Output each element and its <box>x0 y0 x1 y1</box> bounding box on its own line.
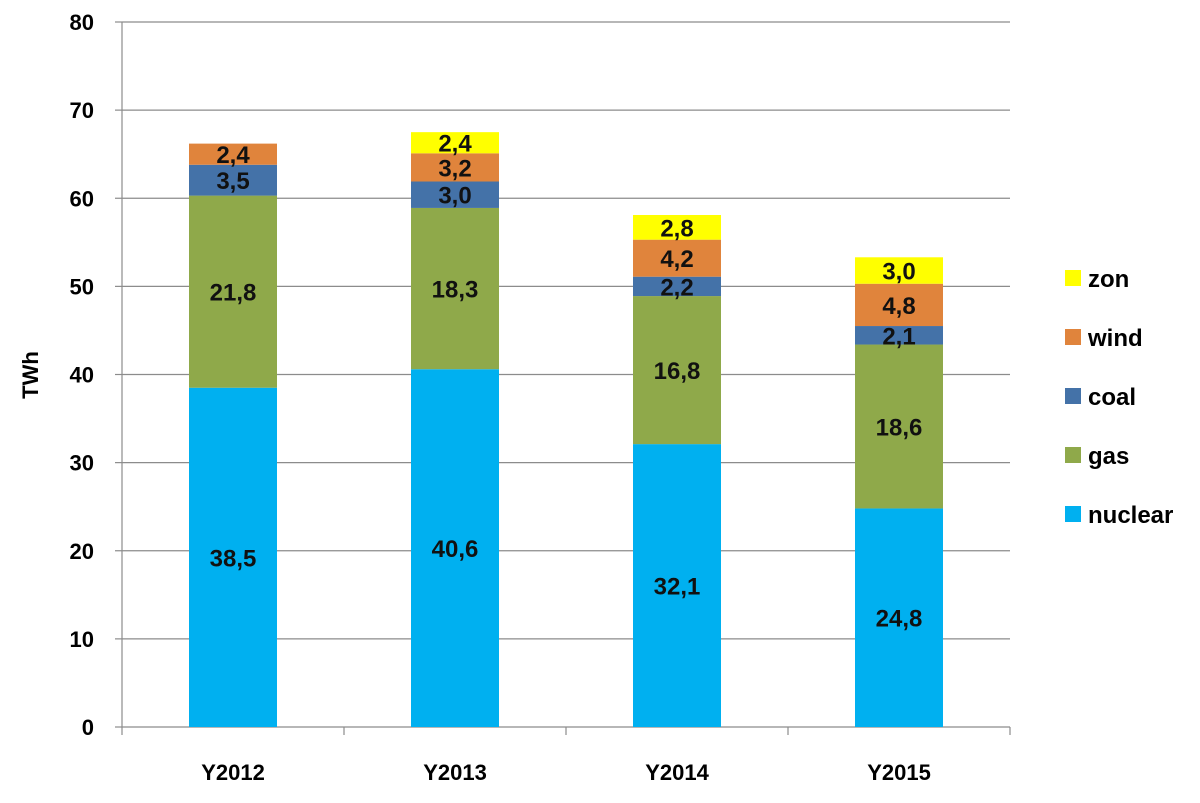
bar-segment-gas <box>633 296 721 445</box>
legend-label-coal: coal <box>1088 384 1136 411</box>
data-label-gas: 16,8 <box>654 358 701 385</box>
legend-swatch-gas <box>1065 447 1081 463</box>
bar-segment-nuclear <box>189 387 277 727</box>
data-label-nuclear: 32,1 <box>654 574 701 601</box>
bar-segment-wind <box>855 283 943 327</box>
bar-segment-wind <box>633 239 721 277</box>
y-tick-label: 40 <box>70 363 94 388</box>
data-label-coal: 3,5 <box>216 168 249 195</box>
axes: 0 10 20 30 40 50 60 70 80 Y2012 Y2013 Y2014 Y2015 <box>70 10 1011 785</box>
data-label-zon: 3,0 <box>882 259 915 286</box>
y-tick-label: 30 <box>70 451 94 476</box>
bar-segment-zon <box>855 257 943 284</box>
data-label-nuclear: 40,6 <box>432 536 479 563</box>
y-axis-title: TWh <box>18 351 43 399</box>
legend-label-zon: zon <box>1088 266 1129 293</box>
legend-swatch-coal <box>1065 388 1081 404</box>
legend-swatch-zon <box>1065 270 1081 286</box>
data-label-zon: 2,4 <box>438 131 472 158</box>
data-label-nuclear: 38,5 <box>210 545 257 572</box>
y-tick-label: 70 <box>70 98 94 123</box>
data-label-gas: 21,8 <box>210 280 257 307</box>
data-label-coal: 2,2 <box>660 274 693 301</box>
x-category-label: Y2014 <box>645 760 709 785</box>
data-label-zon: 2,8 <box>660 215 693 242</box>
data-label-coal: 2,1 <box>882 323 915 350</box>
y-tick-label: 50 <box>70 274 94 299</box>
bar-segment-coal <box>189 164 277 196</box>
data-label-wind: 2,4 <box>216 142 250 169</box>
bar-segment-zon <box>411 132 499 154</box>
legend-label-wind: wind <box>1087 325 1143 352</box>
data-label-wind: 4,2 <box>660 246 693 273</box>
x-category-label: Y2015 <box>867 760 931 785</box>
legend-swatch-nuclear <box>1065 506 1081 522</box>
x-category-label: Y2012 <box>201 760 265 785</box>
data-labels: 38,521,83,52,440,618,33,03,22,432,116,82… <box>210 131 923 633</box>
bar-segment-zon <box>633 214 721 240</box>
legend-swatch-wind <box>1065 329 1081 345</box>
data-label-gas: 18,6 <box>876 414 923 441</box>
bar-segment-coal <box>411 181 499 208</box>
bar-segment-gas <box>411 207 499 370</box>
bars <box>189 132 943 727</box>
y-tick-label: 0 <box>82 715 94 740</box>
x-category-label: Y2013 <box>423 760 487 785</box>
bar-segment-nuclear <box>633 444 721 727</box>
legend-label-gas: gas <box>1088 443 1129 470</box>
y-tick-label: 60 <box>70 186 94 211</box>
bar-segment-wind <box>411 153 499 182</box>
data-label-wind: 3,2 <box>438 155 471 182</box>
bar-segment-coal <box>855 326 943 345</box>
legend-label-nuclear: nuclear <box>1088 502 1173 529</box>
bar-segment-wind <box>189 143 277 165</box>
data-label-wind: 4,8 <box>882 293 915 320</box>
bar-segment-coal <box>633 276 721 297</box>
y-tick-label: 80 <box>70 10 94 35</box>
y-tick-label: 20 <box>70 539 94 564</box>
data-label-nuclear: 24,8 <box>876 606 923 633</box>
y-tick-label: 10 <box>70 627 94 652</box>
legend: zon wind coal gas nuclear <box>1065 266 1173 529</box>
bar-segment-gas <box>189 195 277 388</box>
bar-segment-nuclear <box>855 508 943 727</box>
bar-segment-gas <box>855 344 943 509</box>
bar-segment-nuclear <box>411 369 499 727</box>
data-label-coal: 3,0 <box>438 183 471 210</box>
data-label-gas: 18,3 <box>432 277 479 304</box>
